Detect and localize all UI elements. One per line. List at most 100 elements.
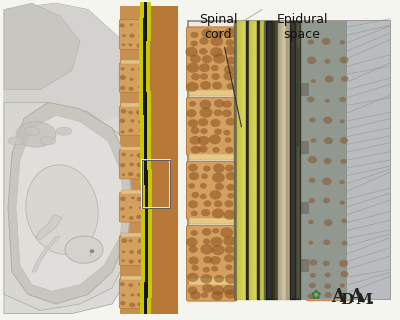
- Circle shape: [339, 260, 348, 267]
- Bar: [141, 200, 145, 205]
- Circle shape: [120, 282, 125, 286]
- Circle shape: [188, 119, 198, 127]
- Bar: [121, 103, 144, 107]
- Circle shape: [225, 46, 236, 55]
- Circle shape: [323, 198, 330, 204]
- Circle shape: [308, 293, 315, 299]
- Bar: [141, 208, 145, 212]
- Circle shape: [130, 119, 134, 123]
- Circle shape: [309, 283, 316, 288]
- Bar: [147, 305, 151, 310]
- Circle shape: [191, 73, 200, 80]
- Circle shape: [224, 210, 236, 220]
- Circle shape: [128, 111, 133, 114]
- Bar: [146, 83, 150, 88]
- Bar: [148, 231, 152, 236]
- Circle shape: [214, 275, 224, 283]
- Circle shape: [214, 129, 222, 135]
- Bar: [121, 60, 144, 64]
- Circle shape: [122, 215, 125, 218]
- Bar: [148, 289, 152, 294]
- Bar: [141, 231, 145, 236]
- Bar: [140, 169, 144, 174]
- Bar: [146, 29, 150, 34]
- Circle shape: [203, 267, 210, 272]
- Circle shape: [200, 37, 208, 45]
- Circle shape: [202, 284, 213, 293]
- Circle shape: [130, 23, 133, 26]
- Circle shape: [223, 236, 236, 246]
- Circle shape: [138, 259, 143, 263]
- Bar: [145, 196, 148, 201]
- Bar: [144, 130, 147, 135]
- Circle shape: [138, 34, 144, 38]
- Circle shape: [130, 293, 134, 296]
- Bar: [139, 29, 143, 34]
- Circle shape: [340, 295, 346, 300]
- Bar: [148, 258, 152, 263]
- Bar: [140, 289, 144, 294]
- Bar: [147, 21, 151, 26]
- Circle shape: [200, 100, 211, 109]
- Circle shape: [186, 237, 197, 247]
- Circle shape: [212, 82, 222, 89]
- Bar: [139, 52, 143, 57]
- Bar: [148, 251, 152, 255]
- Circle shape: [190, 291, 201, 300]
- Bar: [143, 41, 146, 45]
- Circle shape: [120, 130, 125, 134]
- Bar: [140, 134, 144, 139]
- Circle shape: [228, 193, 234, 198]
- Circle shape: [224, 130, 230, 135]
- Circle shape: [136, 215, 142, 219]
- Bar: [144, 173, 148, 178]
- Bar: [139, 91, 143, 96]
- Circle shape: [323, 260, 330, 266]
- Bar: [144, 2, 147, 6]
- Bar: [143, 99, 146, 104]
- Text: D: D: [340, 292, 354, 307]
- Bar: [300, 259, 309, 272]
- Circle shape: [324, 158, 332, 164]
- Bar: [145, 258, 148, 263]
- Bar: [143, 79, 146, 84]
- Bar: [139, 79, 143, 84]
- Circle shape: [136, 173, 142, 177]
- Circle shape: [340, 40, 345, 44]
- Bar: [140, 21, 144, 26]
- Bar: [300, 141, 309, 154]
- Circle shape: [227, 83, 234, 89]
- Bar: [140, 138, 144, 142]
- Bar: [140, 173, 144, 178]
- Circle shape: [137, 197, 143, 202]
- Circle shape: [226, 184, 235, 191]
- Polygon shape: [300, 21, 350, 299]
- Bar: [148, 188, 152, 193]
- Bar: [140, 278, 144, 283]
- Circle shape: [201, 292, 208, 298]
- Bar: [141, 266, 145, 271]
- Bar: [148, 215, 152, 220]
- Bar: [147, 146, 151, 150]
- Bar: [140, 309, 144, 314]
- Ellipse shape: [56, 127, 72, 135]
- Bar: [147, 161, 151, 166]
- Bar: [148, 220, 152, 224]
- Circle shape: [186, 82, 198, 92]
- Circle shape: [324, 59, 330, 64]
- Bar: [147, 2, 151, 6]
- Bar: [144, 103, 147, 108]
- Circle shape: [128, 172, 134, 176]
- Circle shape: [128, 283, 133, 287]
- Circle shape: [212, 285, 224, 295]
- Circle shape: [201, 174, 208, 179]
- Circle shape: [137, 249, 143, 254]
- Circle shape: [340, 271, 348, 277]
- Circle shape: [200, 128, 208, 134]
- Bar: [144, 180, 148, 185]
- Circle shape: [90, 249, 94, 253]
- Circle shape: [120, 118, 125, 123]
- Bar: [139, 44, 143, 49]
- Circle shape: [200, 183, 207, 188]
- Circle shape: [199, 63, 210, 72]
